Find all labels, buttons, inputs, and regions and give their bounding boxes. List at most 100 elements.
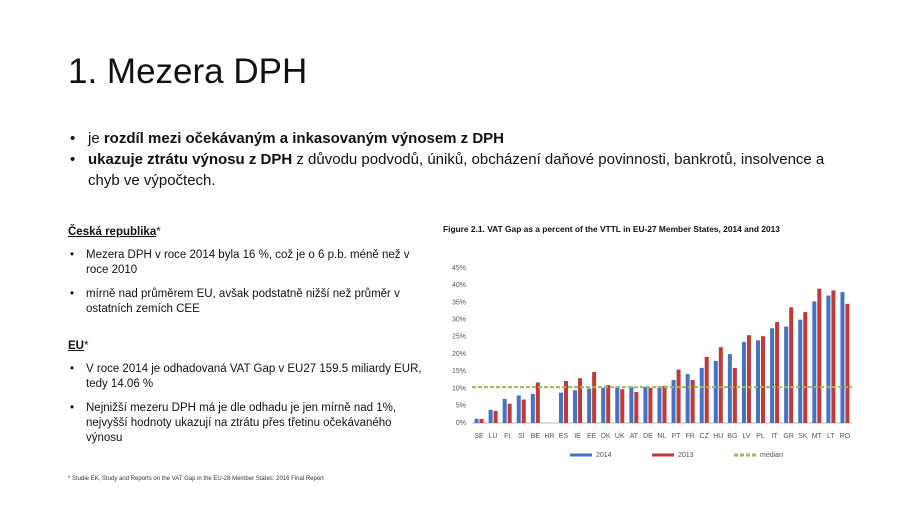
x-tick-label: CZ [700, 433, 710, 440]
bar [732, 367, 737, 423]
bar [629, 386, 634, 423]
bar [634, 392, 639, 423]
bar [671, 379, 676, 423]
x-tick-label: GR [783, 433, 794, 440]
bar [690, 379, 695, 423]
bar [592, 372, 597, 423]
y-tick-label: 20% [452, 351, 466, 358]
x-tick-label: LU [489, 433, 498, 440]
x-tick-label: IE [574, 433, 581, 440]
y-tick-label: 30% [452, 317, 466, 324]
legend-label: 2014 [596, 452, 612, 459]
bar [474, 418, 479, 423]
y-tick-label: 35% [452, 299, 466, 306]
bar [535, 382, 540, 423]
bullet: mírně nad průměrem EU, avšak podstatně n… [68, 287, 428, 317]
bar [727, 354, 732, 423]
x-tick-label: HU [713, 433, 723, 440]
x-tick-label: DE [643, 433, 653, 440]
left-column: Česká republika* Mezera DPH v roce 2014 … [68, 225, 428, 468]
bar [784, 326, 789, 423]
bar [615, 386, 620, 423]
bar [587, 388, 592, 423]
text: je [88, 130, 104, 147]
bar [507, 403, 512, 423]
y-tick-label: 15% [452, 368, 466, 375]
bar [718, 347, 723, 423]
x-tick-label: FI [504, 433, 510, 440]
bar [516, 395, 521, 423]
bar [845, 303, 850, 423]
heading: EU [68, 340, 84, 352]
bar [479, 418, 484, 423]
bar [530, 394, 535, 423]
bar [817, 288, 822, 423]
bar [676, 369, 681, 423]
bar [601, 387, 606, 423]
section-heading: EU* [68, 339, 428, 354]
bar [620, 389, 625, 423]
bar [662, 385, 667, 423]
bar [488, 409, 493, 423]
bar [812, 301, 817, 423]
y-tick-label: 10% [452, 385, 466, 392]
bar [573, 390, 578, 423]
bar [713, 361, 718, 423]
x-tick-label: FR [685, 433, 694, 440]
x-tick-label: ES [559, 433, 569, 440]
y-tick-label: 0% [456, 420, 466, 427]
x-tick-label: SI [518, 433, 525, 440]
bullet: V roce 2014 je odhadovaná VAT Gap v EU27… [68, 362, 428, 392]
bold-text: ukazuje ztrátu výnosu z DPH [88, 151, 293, 168]
bar [803, 312, 808, 423]
x-tick-label: HR [544, 433, 554, 440]
x-tick-label: UK [615, 433, 625, 440]
legend-label: median [760, 452, 783, 459]
bar [826, 295, 831, 423]
bullet: ukazuje ztrátu výnosu z DPH z důvodu pod… [68, 149, 858, 191]
bar [775, 322, 780, 423]
x-tick-label: RO [840, 433, 851, 440]
y-tick-label: 25% [452, 334, 466, 341]
bar [648, 387, 653, 423]
x-tick-label: NL [658, 433, 667, 440]
x-tick-label: PL [756, 433, 765, 440]
bar [741, 342, 746, 423]
list: V roce 2014 je odhadovaná VAT Gap v EU27… [68, 362, 428, 446]
bar [756, 340, 761, 423]
x-tick-label: LV [742, 433, 750, 440]
x-tick-label: LT [827, 433, 835, 440]
mark: * [156, 226, 161, 238]
x-tick-label: IT [771, 433, 778, 440]
section-heading: Česká republika* [68, 225, 428, 240]
bar [493, 410, 498, 423]
bar [770, 328, 775, 423]
bar [789, 307, 794, 423]
text: z důvodu podvodů, úniků, obcházení daňov… [88, 151, 825, 189]
chart-title: Figure 2.1. VAT Gap as a percent of the … [443, 224, 780, 234]
y-tick-label: 5% [456, 403, 466, 410]
slide-title: 1. Mezera DPH [68, 52, 308, 91]
main-bullets: je rozdíl mezi očekávaným a inkasovaným … [68, 128, 858, 191]
x-tick-label: EE [587, 433, 597, 440]
bar [558, 392, 563, 423]
bar [699, 367, 704, 423]
heading: Česká republika [68, 226, 157, 238]
chart: Figure 2.1. VAT Gap as a percent of the … [443, 224, 852, 459]
y-tick-label: 40% [452, 282, 466, 289]
bullet: je rozdíl mezi očekávaným a inkasovaným … [68, 128, 858, 149]
bar [761, 336, 766, 423]
bar [606, 385, 611, 423]
bar [502, 398, 507, 423]
x-tick-label: AT [630, 433, 639, 440]
bar [563, 380, 568, 423]
x-tick-label: BE [531, 433, 541, 440]
bar [578, 378, 583, 423]
bar [840, 292, 845, 423]
x-tick-label: MT [812, 433, 823, 440]
bar [704, 356, 709, 423]
bar [657, 386, 662, 423]
x-tick-label: DK [601, 433, 611, 440]
bar [831, 290, 836, 423]
